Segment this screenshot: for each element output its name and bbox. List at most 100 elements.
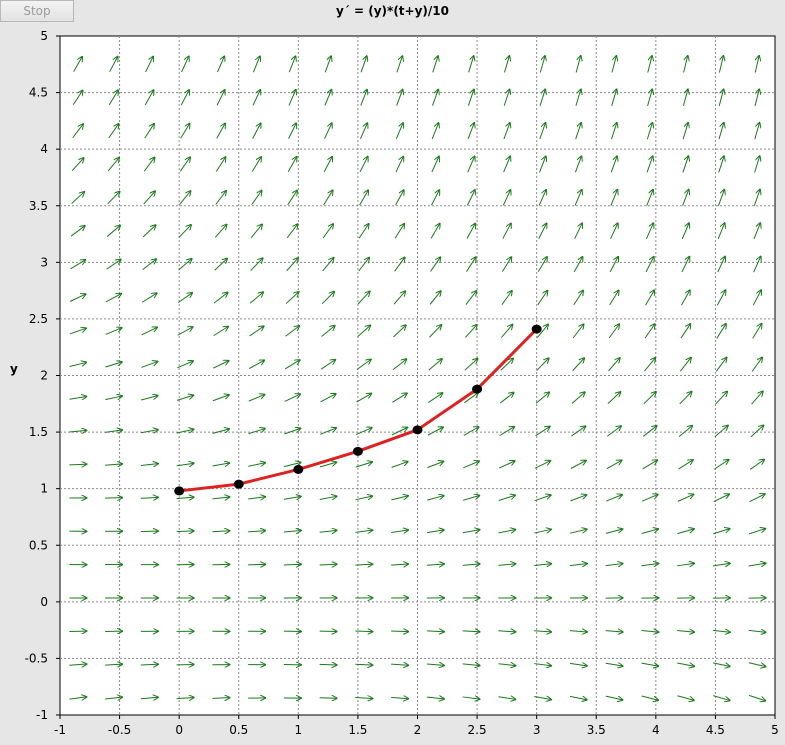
slope-arrow — [283, 530, 301, 532]
slope-arrow — [569, 631, 587, 632]
slope-arrow — [176, 463, 194, 465]
slope-arrow — [569, 696, 587, 699]
slope-arrow — [248, 360, 264, 370]
slope-arrow — [712, 662, 730, 667]
slope-arrow — [391, 428, 407, 436]
slope-arrow — [360, 56, 367, 73]
slope-arrow — [539, 90, 545, 106]
slope-arrow — [718, 89, 723, 106]
slope-arrow — [681, 290, 689, 306]
slope-arrow — [212, 497, 229, 499]
stop-button[interactable]: Stop — [0, 0, 74, 22]
slope-arrow — [141, 293, 156, 303]
slope-arrow — [288, 90, 296, 106]
slope-arrow — [641, 529, 658, 534]
slope-arrow — [108, 90, 118, 106]
slope-arrow — [106, 260, 121, 270]
slope-arrow — [681, 223, 689, 240]
slope-arrow — [248, 564, 265, 565]
slope-arrow — [324, 90, 332, 106]
slope-arrow — [749, 494, 765, 503]
slope-arrow — [534, 495, 551, 502]
slope-arrow — [105, 498, 122, 499]
y-tick-label: 5 — [40, 29, 48, 43]
slope-arrow — [464, 359, 478, 371]
slope-arrow — [717, 223, 724, 240]
slope-arrow — [320, 428, 336, 435]
slope-arrow — [749, 460, 764, 470]
slope-arrow — [176, 395, 193, 401]
slope-arrow — [69, 294, 85, 302]
y-tick-label: -1 — [36, 708, 48, 722]
slope-arrow — [569, 529, 587, 534]
slope-arrow — [610, 190, 617, 206]
x-tick-label: 1.5 — [348, 723, 367, 737]
slope-arrow — [250, 224, 262, 238]
slope-arrow — [467, 123, 474, 140]
slope-arrow — [498, 495, 515, 501]
slope-arrow — [718, 123, 724, 140]
slope-arrow — [431, 190, 439, 206]
x-tick-label: -0.5 — [108, 723, 131, 737]
slope-arrow — [106, 226, 120, 237]
slope-arrow — [463, 461, 479, 469]
slope-arrow — [248, 497, 265, 499]
slope-arrow — [69, 362, 86, 368]
slope-arrow — [396, 90, 403, 106]
slope-arrow — [319, 530, 337, 532]
slope-arrow — [250, 258, 263, 271]
slope-arrow — [714, 426, 728, 438]
slope-arrow — [499, 427, 515, 437]
slope-arrow — [575, 123, 581, 140]
slope-arrow — [286, 224, 297, 239]
slope-arrow — [679, 358, 691, 372]
slope-arrow — [642, 426, 656, 437]
slope-arrow — [179, 157, 190, 172]
slope-arrow — [357, 292, 370, 305]
slope-arrow — [144, 90, 153, 106]
slope-arrow — [646, 156, 653, 173]
slope-arrow — [677, 630, 694, 632]
slope-arrow — [105, 362, 122, 368]
slope-arrow — [752, 324, 762, 339]
slope-arrow — [319, 664, 337, 665]
slope-arrow — [611, 89, 617, 106]
slope-arrow — [717, 257, 725, 273]
slope-arrow — [216, 90, 225, 106]
slope-arrow — [288, 123, 297, 139]
slope-arrow — [611, 123, 617, 140]
slope-arrow — [355, 530, 372, 532]
slope-arrow — [754, 123, 760, 140]
slope-arrow — [248, 463, 265, 467]
slope-arrow — [322, 258, 334, 272]
slope-arrow — [177, 327, 193, 336]
slope-arrow — [605, 663, 623, 666]
x-tick-label: 2 — [414, 723, 422, 737]
slope-arrow — [395, 157, 403, 173]
slope-arrow — [502, 190, 510, 206]
slope-arrow — [426, 564, 444, 565]
slope-arrow — [605, 695, 623, 700]
slope-arrow — [71, 158, 83, 171]
x-tick-label: -1 — [54, 723, 66, 737]
slope-arrow — [645, 223, 653, 240]
slope-arrow — [181, 57, 189, 73]
slope-arrow — [431, 157, 439, 173]
slope-arrow — [498, 530, 516, 533]
slope-arrow — [466, 190, 474, 206]
solution-curve-group — [174, 324, 542, 496]
x-tick-label: 4.5 — [706, 723, 725, 737]
slope-arrow — [324, 123, 332, 139]
slope-arrow — [355, 698, 372, 699]
slope-arrow — [712, 563, 730, 566]
slope-arrow — [391, 697, 408, 698]
slope-arrow — [320, 394, 336, 403]
slope-arrow — [645, 290, 655, 306]
slope-arrow — [426, 530, 444, 533]
slope-arrow — [467, 90, 474, 106]
slope-arrow — [748, 662, 766, 667]
slope-arrow — [355, 564, 372, 565]
slope-arrow — [534, 461, 550, 469]
slope-arrow — [539, 156, 546, 173]
slope-arrow — [319, 564, 337, 565]
